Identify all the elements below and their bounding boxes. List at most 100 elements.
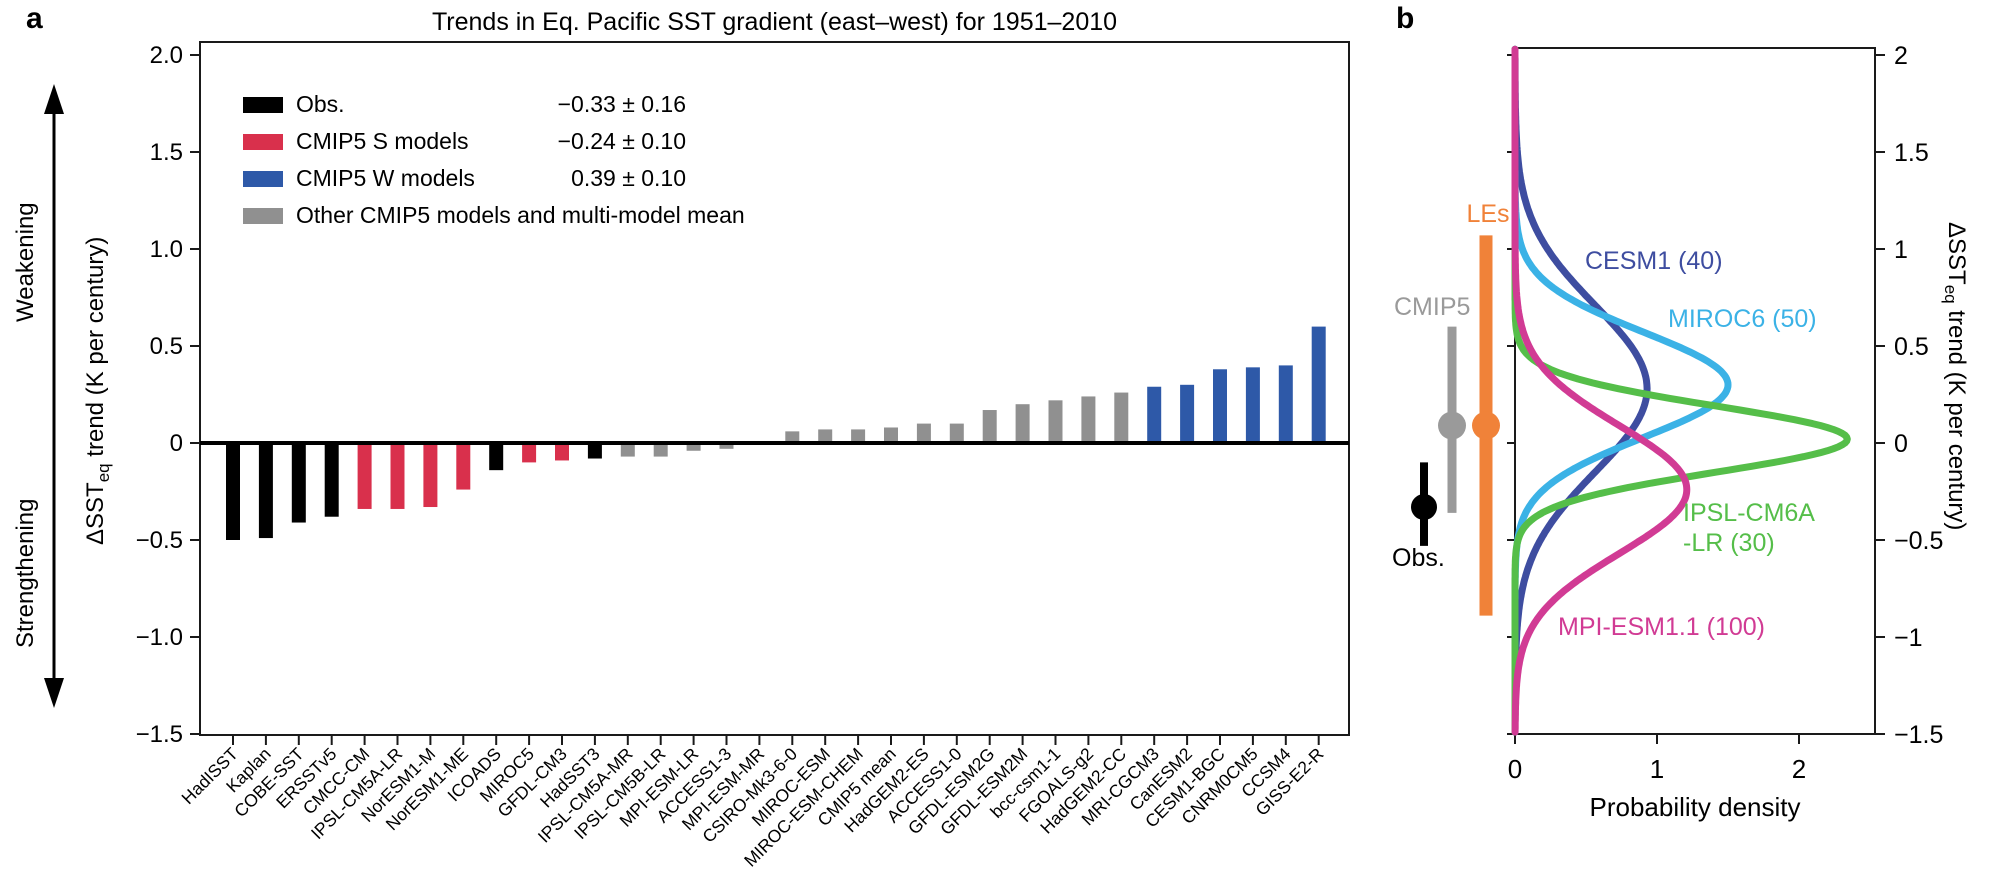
panel-b-ytick-label: 0 [1894, 430, 1908, 458]
panel-a-ytick-label: 1.0 [150, 236, 183, 263]
curve-label-mpi-esm: MPI-ESM1.1 (100) [1558, 613, 1766, 641]
panel-b-yticks: 2 1.5 1 0.5 0 −0.5 −1 −1.5 [1507, 42, 1943, 749]
strengthening-label: Strengthening [12, 498, 39, 648]
legend-label-s-models: CMIP5 S models [296, 128, 469, 154]
bar-giss-e2-r [1311, 326, 1326, 443]
legend-row-other: Other CMIP5 models and multi-model mean [243, 197, 885, 234]
panel-b-xticks: 0 1 2 [1508, 734, 1806, 784]
weakening-strengthening-arrow [44, 84, 64, 708]
legend-swatch-obs [243, 96, 283, 113]
bar-hadisst [226, 443, 240, 540]
arrow-head-down [44, 678, 64, 708]
panel-b-ytick-label: −1 [1894, 624, 1923, 652]
bar-access1-0 [949, 423, 964, 443]
panel-a-letter: a [26, 2, 43, 35]
panel-a-ytick-label: −1.0 [136, 624, 183, 651]
legend-value-s-models: −0.24 ± 0.10 [557, 128, 686, 154]
panel-b-xtick-label: 1 [1650, 754, 1664, 784]
bar-miroc-esm-chem [851, 429, 866, 443]
panel-a-ytick-label: 1.5 [150, 139, 183, 166]
bar-cnrm0cm5 [1245, 367, 1260, 443]
cmip5-marker-label: CMIP5 [1394, 293, 1471, 321]
bar-gfdl-esm2g [982, 410, 997, 443]
legend-swatch-other [243, 207, 283, 224]
panel-a-title: Trends in Eq. Pacific SST gradient (east… [431, 8, 1118, 36]
bar-hadgem2-cc [1114, 392, 1129, 443]
legend-value-w-models: 0.39 ± 0.10 [571, 165, 686, 191]
bar-noresm1-me [456, 443, 471, 490]
obs-marker-label: Obs. [1392, 544, 1445, 572]
legend-swatch-s-models [243, 133, 283, 150]
bar-canesm2 [1180, 384, 1195, 443]
curve-label-ipsl-line2: -LR (30) [1683, 529, 1775, 557]
bar-cmip5-mean [884, 427, 898, 443]
bar-cmcc-cm [357, 443, 372, 509]
panel-a-ylabel: ΔSSTeq trend (K per century) [82, 237, 114, 545]
legend-row-obs: Obs. −0.33 ± 0.16 [243, 86, 885, 123]
curve-label-miroc6: MIROC6 (50) [1668, 305, 1817, 333]
bar-cobe-sst [291, 443, 306, 523]
panel-b-ytick-label: 0.5 [1894, 333, 1929, 361]
bar-hadsst3 [587, 443, 602, 459]
panel-b-xtick-label: 2 [1792, 754, 1806, 784]
panel-a-plot: 2.0 1.5 1.0 0.5 0 −0.5 −1.0 −1.5HadISSTKaplanCO… [136, 41, 1350, 871]
curve-label-cesm1: CESM1 (40) [1585, 247, 1723, 275]
bar-ipsl-cm5a-mr [620, 443, 635, 457]
density-curve-mpi-esm1-1-100 [1511, 45, 1691, 736]
bar-gfdl-cm3 [555, 443, 569, 461]
panel-a-ytick-label: −0.5 [136, 527, 183, 554]
bar-bcc-csm1-1 [1048, 400, 1063, 443]
panel-b-letter: b [1396, 2, 1415, 35]
panel-b-ylabel: ΔSSTeq trend (K per century) [1940, 222, 1970, 530]
bar-mpi-esm-lr [686, 443, 701, 451]
panel-b-plot: 2 1.5 1 0.5 0 −0.5 −1 −1.5 0 1 2 [1411, 42, 1943, 784]
bar-mri-cgcm3 [1147, 386, 1162, 443]
curve-label-ipsl-cm6a-lr: IPSL-CM6A -LR (30) [1683, 498, 1815, 558]
bar-icoads [489, 443, 504, 471]
density-curves [1511, 45, 1851, 736]
panel-a-ylabel-sub: eq [93, 463, 113, 483]
bar-gfdl-esm2m [1015, 404, 1030, 443]
bar-kaplan [258, 443, 273, 539]
panel-a-legend: Obs. −0.33 ± 0.16 CMIP5 S models −0.24 ±… [243, 86, 885, 234]
bar-ipsl-cm5b-lr [653, 443, 668, 457]
marker-dot-les [1472, 411, 1500, 440]
panel-a-ytick-label: −1.5 [136, 721, 183, 748]
panel-a-frame [199, 41, 1350, 736]
panel-a-xticks: HadISSTKaplanCOBE-SSTERSSTv5CMCC-CMIPSL-… [177, 735, 1328, 871]
curve-label-ipsl-line1: IPSL-CM6A [1683, 499, 1815, 527]
bar-fgoals-g2 [1081, 396, 1096, 443]
panel-b-ylabel-suffix: trend (K per century) [1942, 303, 1970, 531]
bar-ersstv5 [324, 443, 339, 517]
panel-b-ytick-label: 1.5 [1894, 139, 1929, 167]
bar-ipsl-cm5a-lr [390, 443, 405, 509]
bar-miroc-esm [818, 429, 833, 443]
panel-a-bars [226, 326, 1326, 540]
legend-row-s-models: CMIP5 S models −0.24 ± 0.10 [243, 123, 885, 160]
bar-access1-3 [719, 443, 734, 449]
panel-a-ytick-label: 2.0 [150, 42, 183, 69]
legend-value-obs: −0.33 ± 0.16 [557, 91, 686, 117]
panel-a-ylabel-prefix: ΔSST [82, 482, 109, 545]
panel-b-ytick-label: 2 [1894, 42, 1908, 70]
panel-b-ytick-label: −0.5 [1894, 527, 1943, 555]
panel-b-xtick-label: 0 [1508, 754, 1522, 784]
legend-row-w-models: CMIP5 W models 0.39 ± 0.10 [243, 160, 885, 197]
weakening-label: Weakening [12, 202, 39, 322]
legend-label-w-models: CMIP5 W models [296, 165, 475, 191]
panel-b-xlabel: Probability density [1589, 792, 1801, 822]
panel-a-yticks: 2.0 1.5 1.0 0.5 0 −0.5 −1.0 −1.5 [136, 42, 200, 748]
les-marker-label: LEs [1466, 200, 1510, 228]
panel-b-ylabel-prefix: ΔSST [1942, 222, 1970, 285]
arrow-head-up [44, 84, 64, 114]
panel-a-ylabel-suffix: trend (K per century) [82, 236, 109, 464]
panel-b-frame [1514, 47, 1876, 735]
bar-csiro-mk3-6-0 [785, 431, 800, 443]
marker-dot-cmip5 [1438, 411, 1466, 440]
bar-ccsm4 [1278, 365, 1293, 443]
legend-label-obs: Obs. [296, 91, 345, 117]
panel-b-ytick-label: 1 [1894, 236, 1908, 264]
legend-swatch-w-models [243, 170, 283, 187]
